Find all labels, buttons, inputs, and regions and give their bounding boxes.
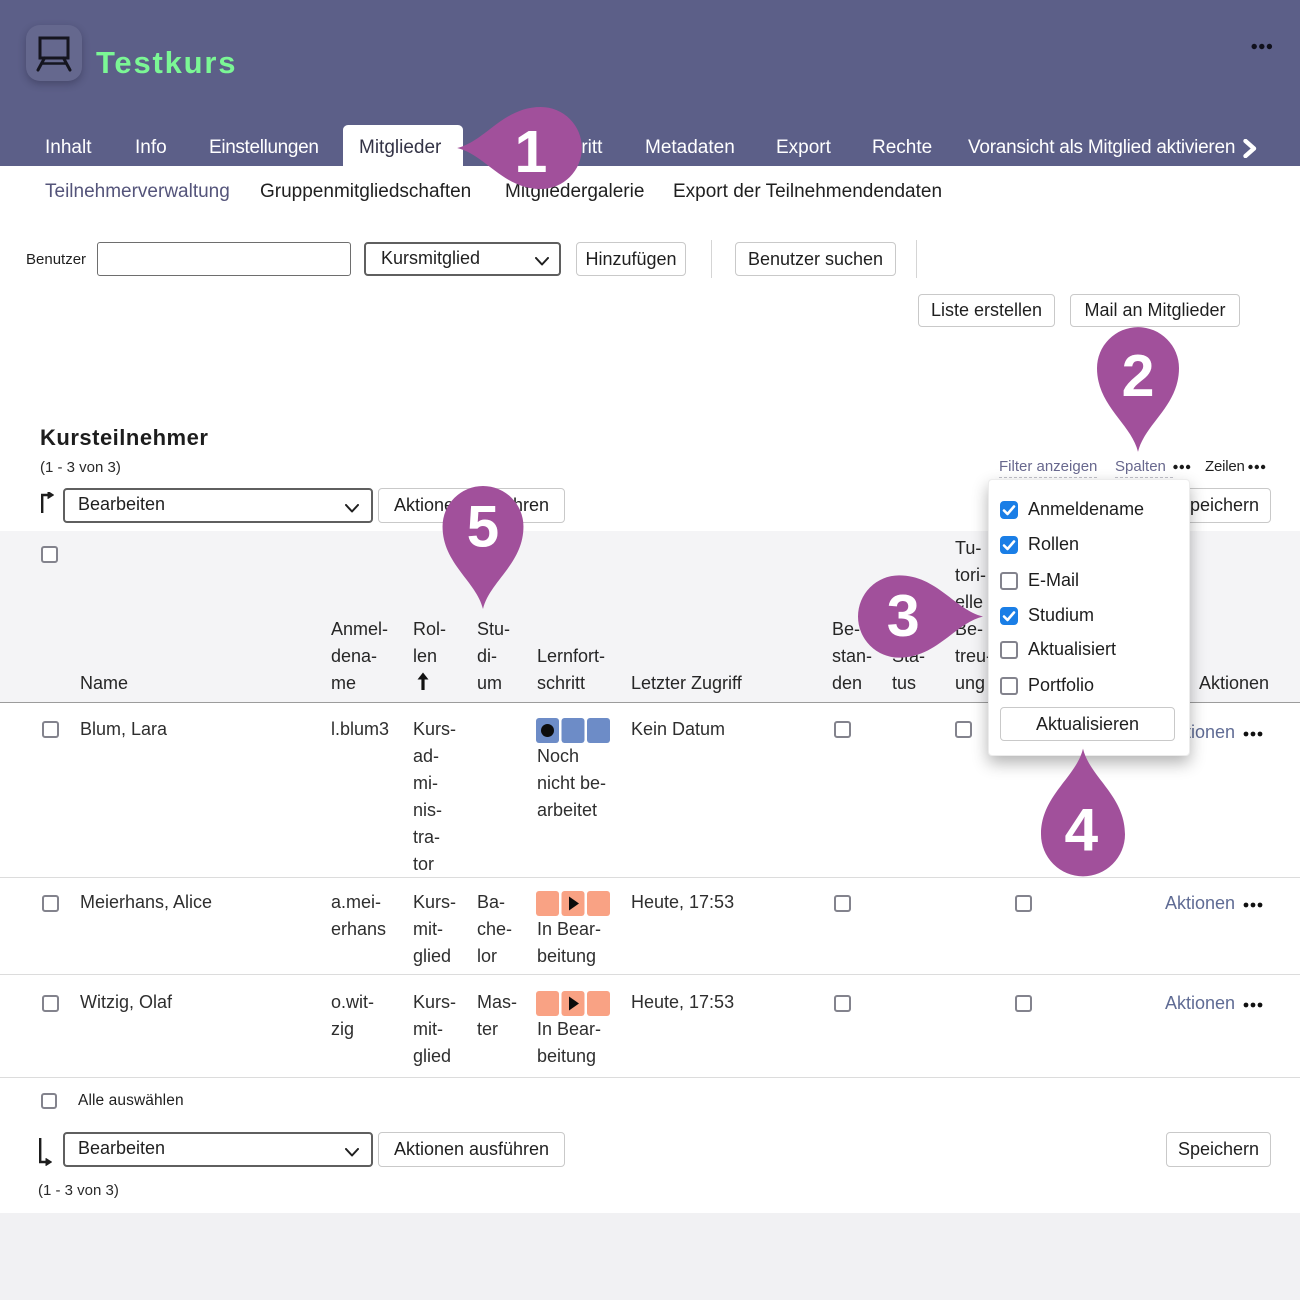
svg-text:1: 1	[515, 119, 548, 185]
svg-text:3: 3	[887, 582, 920, 649]
svg-text:2: 2	[1122, 343, 1155, 409]
svg-text:4: 4	[1064, 795, 1098, 863]
svg-text:5: 5	[467, 495, 499, 560]
